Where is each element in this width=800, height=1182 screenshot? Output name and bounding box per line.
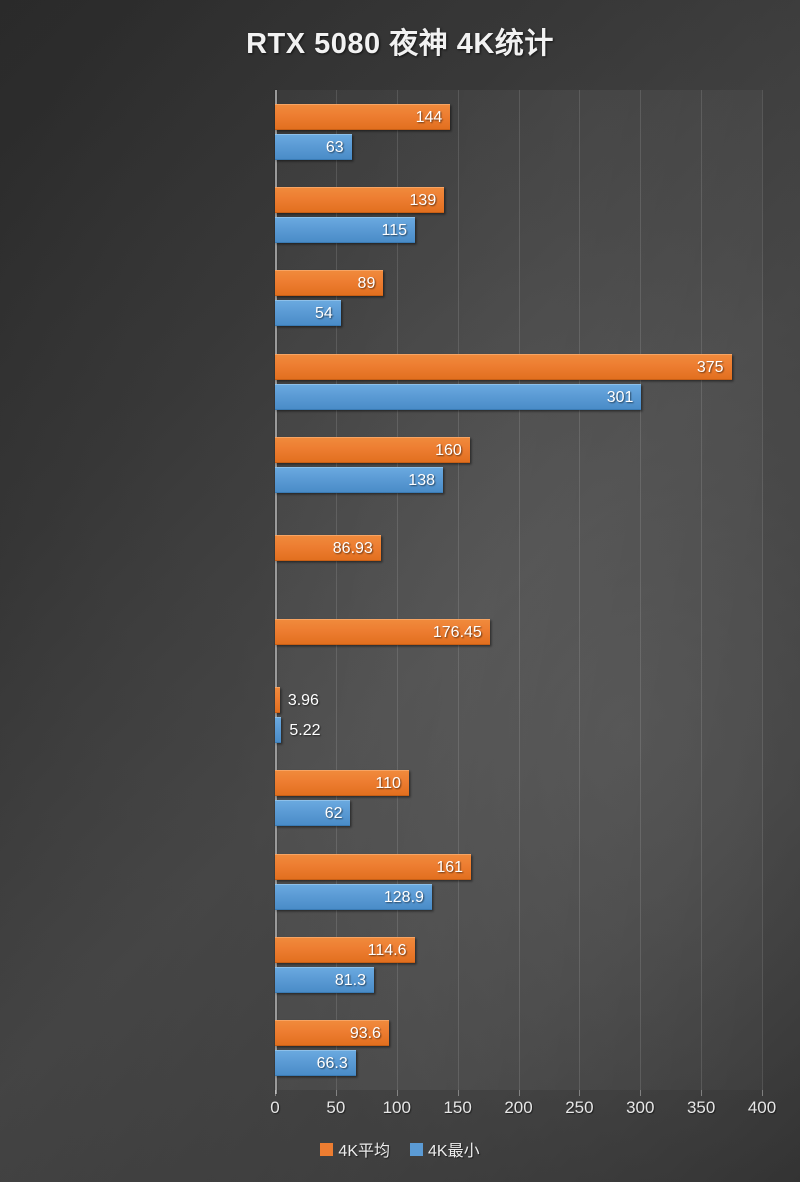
bar-value-label: 114.6 <box>367 942 407 959</box>
gridline <box>640 90 642 1090</box>
x-axis-tick-mark <box>762 1090 763 1096</box>
legend-item[interactable]: 4K最小 <box>410 1137 480 1161</box>
gridline <box>579 90 581 1090</box>
gridline <box>335 90 337 1090</box>
bar: 301 <box>275 383 642 410</box>
gridline <box>701 90 703 1090</box>
bar-value-label: 375 <box>696 358 724 376</box>
chart-title: RTX 5080 夜神 4K统计 <box>246 28 554 60</box>
legend-swatch <box>320 1142 334 1156</box>
bar-value-label: 89 <box>357 275 376 293</box>
x-axis-tick-label: 50 <box>326 1098 346 1117</box>
bar: 160 <box>275 437 470 463</box>
bar-value-label: 138 <box>408 472 435 489</box>
bar: 66.3 <box>275 1050 356 1077</box>
bar-value-label: 176.45 <box>432 623 482 641</box>
legend-swatch <box>410 1142 423 1156</box>
bar-value-label: 86.93 <box>332 540 373 558</box>
bar: 128.9 <box>275 883 432 910</box>
x-axis-tick-mark <box>518 1090 520 1096</box>
bar: 86.93 <box>275 535 381 562</box>
x-axis-tick-label: 250 <box>565 1098 594 1117</box>
bar: 161 <box>275 853 472 880</box>
bar: 3.96 <box>275 687 319 713</box>
x-axis-tick-label: 300 <box>626 1098 655 1117</box>
gridline <box>396 90 398 1090</box>
x-axis-tick-mark <box>457 1090 459 1096</box>
bar: 110 <box>275 770 409 797</box>
x-axis-tick-mark <box>335 1090 337 1096</box>
x-axis-tick-mark <box>275 1090 276 1096</box>
bar-value-label: 161 <box>436 858 464 876</box>
bar-value-label: 3.96 <box>287 692 319 709</box>
bar-value-label: 81.3 <box>334 972 366 989</box>
x-axis-tick-mark <box>640 1090 642 1096</box>
bar: 54 <box>275 300 341 327</box>
bar-value-label: 93.6 <box>349 1025 381 1043</box>
bar: 81.3 <box>275 967 374 993</box>
bar-value-label: 115 <box>381 222 407 239</box>
bar-value-label: 139 <box>409 192 437 209</box>
bar-value-label: 128.9 <box>383 888 424 906</box>
bar-value-label: 160 <box>435 442 462 459</box>
bar-value-label: 54 <box>314 305 333 323</box>
bar-value-label: 66.3 <box>316 1055 348 1073</box>
gridline <box>762 90 763 1090</box>
plot-area <box>275 90 763 1090</box>
bar-value-label: 301 <box>606 388 634 406</box>
bar: 138 <box>275 467 443 493</box>
legend-label: 4K平均 <box>338 1143 390 1160</box>
y-axis-line <box>275 90 277 1094</box>
x-axis-tick-label: 100 <box>382 1098 411 1117</box>
bar-value-label: 110 <box>375 775 401 793</box>
bar: 115 <box>275 217 415 243</box>
x-axis-tick-label: 200 <box>504 1098 533 1117</box>
bar: 93.6 <box>275 1020 389 1047</box>
chart-legend: 4K平均 4K最小 <box>0 1137 800 1161</box>
x-axis-tick-label: 0 <box>270 1098 280 1117</box>
bar: 139 <box>275 187 445 213</box>
x-axis-tick-mark <box>579 1090 581 1096</box>
legend-label: 4K最小 <box>428 1143 480 1160</box>
x-axis-tick-label: 150 <box>443 1098 472 1117</box>
gridline <box>457 90 459 1090</box>
bar: 63 <box>275 133 352 160</box>
bar-value-label: 5.22 <box>289 722 321 739</box>
bar-value-label: 63 <box>325 138 344 156</box>
gridline <box>518 90 520 1090</box>
x-axis-tick-label: 350 <box>686 1098 716 1117</box>
bar: 5.22 <box>275 717 320 743</box>
bar-value-label: 144 <box>415 108 443 126</box>
x-axis-tick-mark <box>701 1090 703 1096</box>
bar: 62 <box>275 800 351 827</box>
bar-value-label: 62 <box>324 805 343 823</box>
x-axis-tick-mark <box>396 1090 398 1096</box>
bar: 89 <box>275 270 384 297</box>
bar: 114.6 <box>275 937 415 963</box>
bar: 375 <box>275 353 732 380</box>
legend-item[interactable]: 4K平均 <box>320 1137 390 1161</box>
x-axis-tick-label: 400 <box>747 1098 777 1117</box>
bar: 176.45 <box>275 618 490 645</box>
bar: 144 <box>275 103 451 130</box>
